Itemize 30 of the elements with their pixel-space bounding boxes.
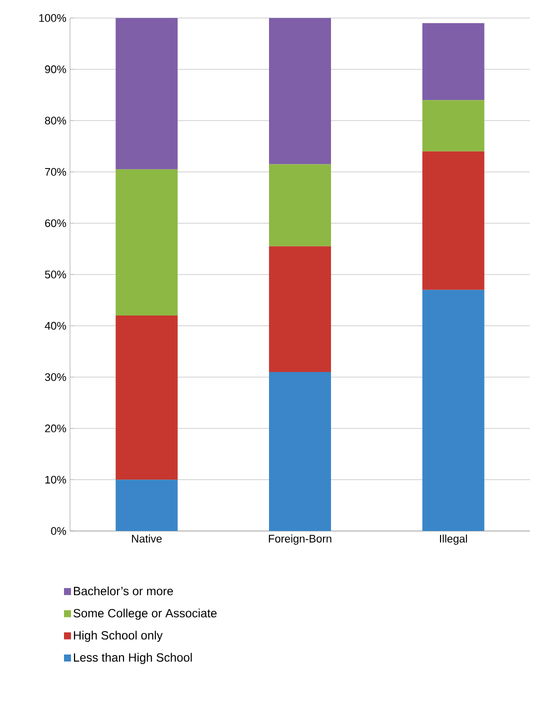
- legend-label: Less than High School: [74, 652, 192, 664]
- x-tick-label: Illegal: [440, 534, 467, 545]
- bar: [116, 316, 178, 480]
- bar: [269, 246, 332, 372]
- y-tick-label: 80%: [45, 116, 66, 124]
- bar: [422, 100, 484, 152]
- legend-label: High School only: [74, 630, 163, 642]
- y-tick-label: 100%: [39, 14, 66, 22]
- bar: [269, 164, 332, 246]
- y-tick-label: 20%: [45, 424, 66, 432]
- y-tick-label: 60%: [45, 219, 66, 228]
- bar: [422, 151, 484, 290]
- bar: [116, 480, 178, 532]
- legend-label: Some College or Associate: [74, 608, 217, 620]
- bar: [269, 18, 332, 164]
- bar: [269, 372, 332, 532]
- bar: [116, 18, 178, 170]
- bar: [422, 23, 484, 100]
- y-tick-label: 90%: [45, 65, 66, 74]
- y-tick-label: 30%: [44, 373, 66, 381]
- y-tick-label: 50%: [44, 270, 66, 278]
- legend-label: Bachelor’s or more: [74, 586, 173, 596]
- bar: [422, 290, 484, 532]
- y-tick-label: 10%: [45, 476, 66, 484]
- y-tick-label: 70%: [45, 168, 66, 176]
- x-tick-label: Foreign-Born: [268, 534, 332, 545]
- y-tick-label: 40%: [44, 322, 66, 330]
- bar: [116, 169, 178, 316]
- x-tick-label: Native: [132, 534, 162, 543]
- y-tick-label: 0%: [51, 527, 66, 535]
